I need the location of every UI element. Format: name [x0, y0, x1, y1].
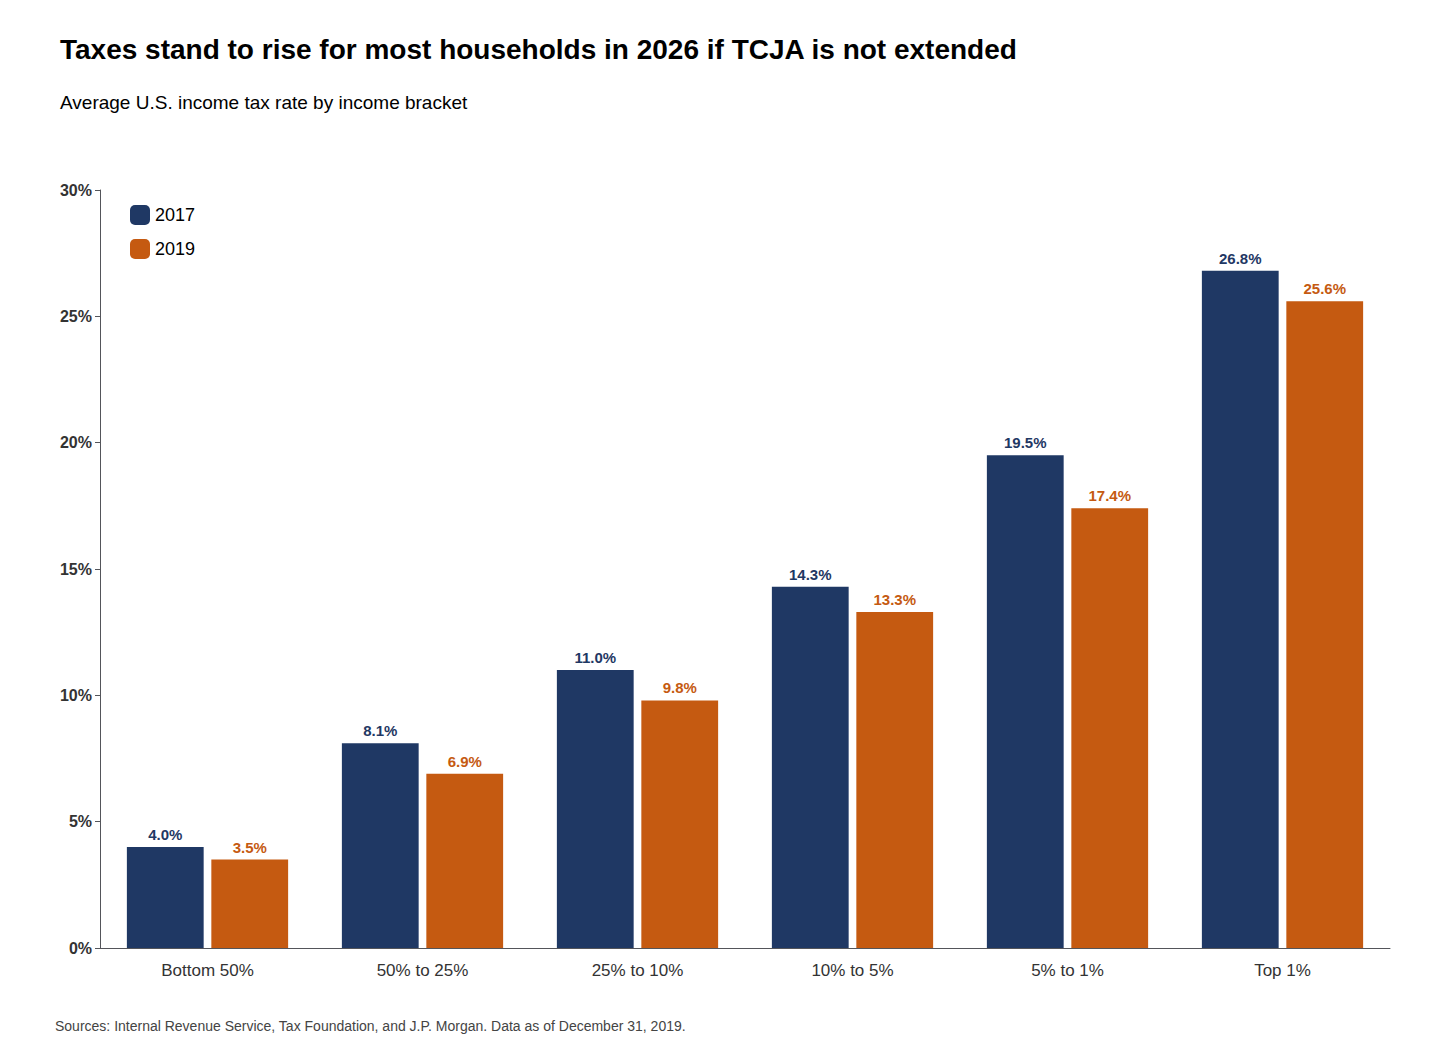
svg-text:0%: 0% — [69, 940, 92, 957]
svg-text:Top 1%: Top 1% — [1254, 961, 1311, 980]
svg-text:8.1%: 8.1% — [363, 722, 397, 739]
svg-text:25.6%: 25.6% — [1303, 280, 1346, 297]
svg-text:9.8%: 9.8% — [663, 679, 697, 696]
svg-text:26.8%: 26.8% — [1219, 250, 1262, 267]
svg-text:4.0%: 4.0% — [148, 826, 182, 843]
svg-text:2017: 2017 — [155, 205, 195, 225]
svg-text:10%: 10% — [60, 687, 92, 704]
svg-text:6.9%: 6.9% — [448, 753, 482, 770]
svg-text:5%: 5% — [69, 813, 92, 830]
svg-text:25%: 25% — [60, 308, 92, 325]
svg-text:3.5%: 3.5% — [233, 839, 267, 856]
svg-text:11.0%: 11.0% — [574, 649, 616, 666]
svg-text:10% to 5%: 10% to 5% — [811, 961, 893, 980]
svg-text:15%: 15% — [60, 561, 92, 578]
svg-text:Average U.S. income tax rate b: Average U.S. income tax rate by income b… — [60, 92, 468, 113]
svg-text:20%: 20% — [60, 434, 92, 451]
svg-text:14.3%: 14.3% — [789, 566, 832, 583]
svg-text:Bottom 50%: Bottom 50% — [161, 961, 254, 980]
svg-text:25% to 10%: 25% to 10% — [592, 961, 684, 980]
svg-text:5% to 1%: 5% to 1% — [1031, 961, 1104, 980]
svg-text:Sources: Internal Revenue Serv: Sources: Internal Revenue Service, Tax F… — [55, 1018, 686, 1034]
svg-text:30%: 30% — [60, 182, 92, 199]
svg-text:17.4%: 17.4% — [1088, 487, 1131, 504]
svg-text:50% to 25%: 50% to 25% — [377, 961, 469, 980]
svg-text:Taxes stand to rise for most h: Taxes stand to rise for most households … — [60, 34, 1017, 65]
svg-text:13.3%: 13.3% — [873, 591, 916, 608]
svg-text:2019: 2019 — [155, 239, 195, 259]
svg-text:19.5%: 19.5% — [1004, 434, 1047, 451]
